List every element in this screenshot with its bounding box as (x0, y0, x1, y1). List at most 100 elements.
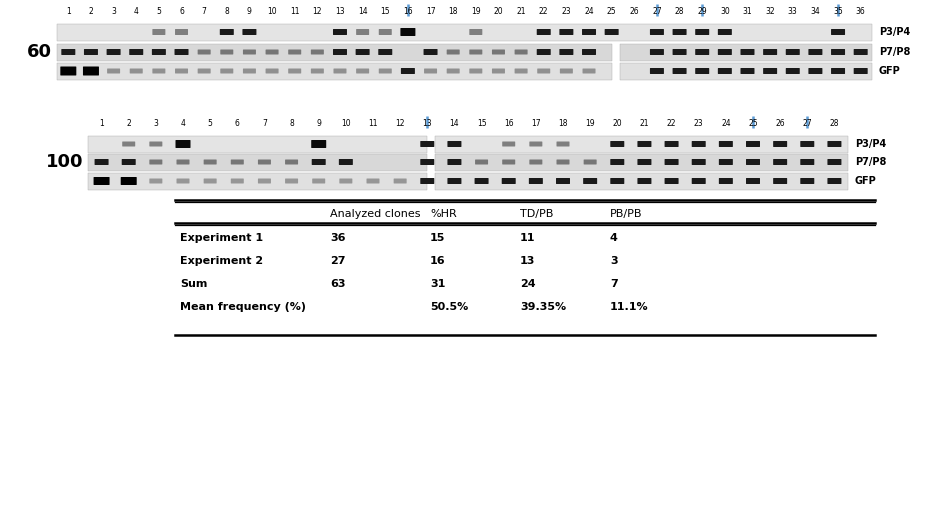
Text: 11: 11 (520, 233, 536, 243)
FancyBboxPatch shape (288, 49, 301, 54)
FancyBboxPatch shape (400, 28, 415, 36)
FancyBboxPatch shape (582, 29, 596, 35)
FancyBboxPatch shape (718, 29, 732, 35)
Bar (435, 173, 848, 189)
Text: 35: 35 (833, 7, 843, 16)
Text: 6: 6 (179, 7, 184, 16)
Text: 20: 20 (494, 7, 503, 16)
Text: 25: 25 (607, 7, 616, 16)
Text: 7: 7 (610, 279, 618, 289)
FancyBboxPatch shape (197, 69, 210, 74)
FancyBboxPatch shape (854, 68, 867, 74)
FancyBboxPatch shape (265, 69, 279, 74)
Text: 19: 19 (585, 119, 595, 128)
Text: 16: 16 (504, 119, 514, 128)
FancyBboxPatch shape (107, 69, 120, 74)
FancyBboxPatch shape (356, 69, 369, 74)
FancyBboxPatch shape (672, 29, 686, 35)
Text: 31: 31 (742, 7, 753, 16)
Text: 60: 60 (27, 43, 52, 61)
Text: 14: 14 (449, 119, 459, 128)
FancyBboxPatch shape (95, 159, 109, 165)
Text: 32: 32 (765, 7, 775, 16)
FancyBboxPatch shape (121, 159, 136, 165)
FancyBboxPatch shape (420, 159, 434, 165)
Text: 9: 9 (247, 7, 252, 16)
Text: 36: 36 (330, 233, 345, 243)
Text: 22: 22 (666, 119, 676, 128)
Text: 21: 21 (517, 7, 526, 16)
FancyBboxPatch shape (312, 159, 326, 165)
FancyBboxPatch shape (150, 142, 162, 146)
FancyBboxPatch shape (582, 49, 596, 55)
Text: Mean frequency (%): Mean frequency (%) (180, 302, 306, 312)
Text: 33: 33 (788, 7, 797, 16)
Text: 15: 15 (380, 7, 390, 16)
FancyBboxPatch shape (515, 69, 528, 74)
Text: 19: 19 (471, 7, 481, 16)
FancyBboxPatch shape (447, 159, 462, 165)
FancyBboxPatch shape (130, 69, 143, 74)
Text: %HR: %HR (430, 209, 457, 219)
Text: 10: 10 (267, 7, 277, 16)
FancyBboxPatch shape (204, 160, 217, 165)
FancyBboxPatch shape (339, 178, 353, 183)
FancyBboxPatch shape (174, 49, 189, 55)
FancyBboxPatch shape (120, 177, 137, 185)
FancyBboxPatch shape (502, 142, 515, 146)
FancyBboxPatch shape (556, 160, 570, 165)
FancyBboxPatch shape (537, 49, 551, 55)
FancyBboxPatch shape (424, 49, 438, 55)
FancyBboxPatch shape (828, 178, 842, 184)
Bar (88, 153, 428, 171)
FancyBboxPatch shape (230, 160, 244, 165)
Text: 3: 3 (154, 119, 158, 128)
FancyBboxPatch shape (637, 141, 651, 147)
FancyBboxPatch shape (311, 49, 324, 54)
Text: 27: 27 (652, 7, 662, 16)
FancyBboxPatch shape (204, 178, 217, 183)
FancyBboxPatch shape (529, 178, 543, 184)
Text: 11.1%: 11.1% (610, 302, 648, 312)
Text: 12: 12 (313, 7, 322, 16)
Text: 5: 5 (156, 7, 161, 16)
FancyBboxPatch shape (469, 69, 483, 74)
FancyBboxPatch shape (719, 159, 733, 165)
FancyBboxPatch shape (665, 141, 679, 147)
FancyBboxPatch shape (379, 29, 392, 35)
Text: 4: 4 (180, 119, 186, 128)
FancyBboxPatch shape (447, 178, 462, 184)
FancyBboxPatch shape (611, 178, 625, 184)
Text: 4: 4 (610, 233, 618, 243)
FancyBboxPatch shape (611, 159, 625, 165)
FancyBboxPatch shape (333, 29, 347, 35)
Bar (435, 136, 848, 152)
FancyBboxPatch shape (492, 49, 505, 54)
Text: 2: 2 (126, 119, 131, 128)
FancyBboxPatch shape (692, 159, 705, 165)
FancyBboxPatch shape (559, 49, 574, 55)
FancyBboxPatch shape (285, 178, 298, 183)
Text: 14: 14 (357, 7, 368, 16)
FancyBboxPatch shape (746, 159, 760, 165)
Text: Experiment 1: Experiment 1 (180, 233, 264, 243)
Text: 25: 25 (748, 119, 757, 128)
FancyBboxPatch shape (809, 68, 823, 74)
FancyBboxPatch shape (152, 49, 166, 55)
Bar (435, 153, 848, 171)
FancyBboxPatch shape (258, 178, 271, 183)
Text: 26: 26 (775, 119, 785, 128)
FancyBboxPatch shape (665, 159, 679, 165)
Text: 9: 9 (317, 119, 321, 128)
FancyBboxPatch shape (800, 141, 814, 147)
FancyBboxPatch shape (447, 69, 460, 74)
Text: 39.35%: 39.35% (520, 302, 566, 312)
FancyBboxPatch shape (334, 69, 346, 74)
FancyBboxPatch shape (774, 178, 787, 184)
FancyBboxPatch shape (692, 141, 705, 147)
FancyBboxPatch shape (61, 67, 77, 76)
Text: 27: 27 (802, 119, 812, 128)
Text: PB/PB: PB/PB (610, 209, 643, 219)
Text: 11: 11 (290, 7, 300, 16)
Text: 3: 3 (610, 256, 618, 266)
